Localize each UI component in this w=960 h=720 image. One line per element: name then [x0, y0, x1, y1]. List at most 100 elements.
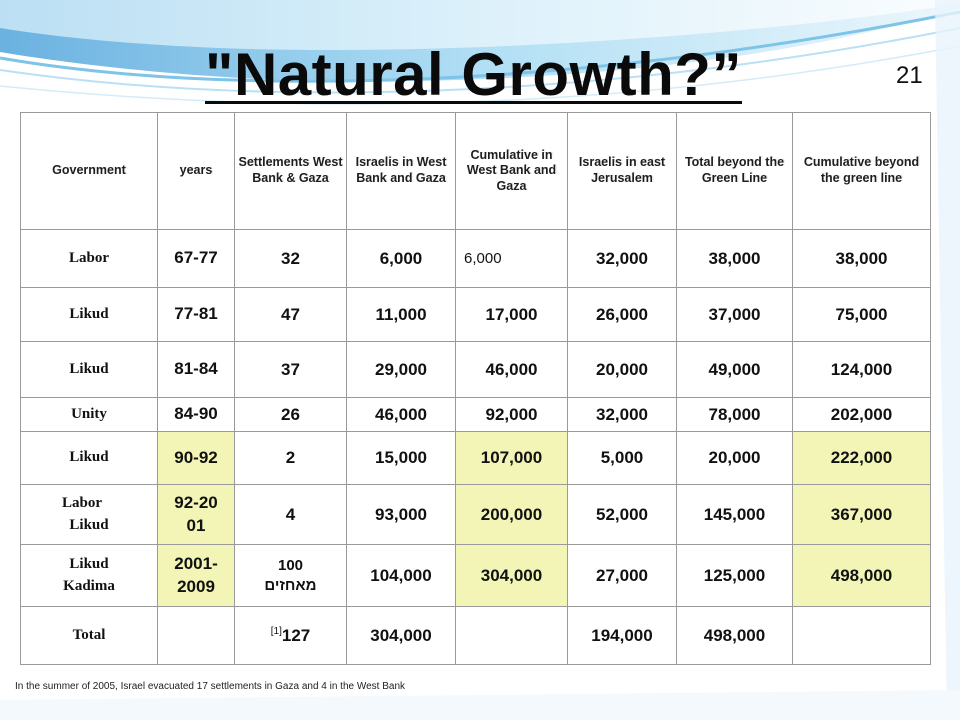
israelis-ej-cell: 27,000	[567, 544, 677, 607]
years-cell: 67-77	[157, 229, 235, 288]
years-cell: 90-92	[157, 431, 235, 485]
table-row: Unity 84-90 26 46,000 92,000 32,000 78,0…	[20, 397, 931, 432]
cumulative-beyond-cell: 124,000	[792, 341, 931, 398]
cumulative-wbg-cell: 107,000	[455, 431, 568, 485]
table-row: Labor 67-77 32 6,000 6,000 32,000 38,000…	[20, 229, 931, 288]
israelis-wbg-cell: 6,000	[346, 229, 456, 288]
israelis-wbg-cell: 15,000	[346, 431, 456, 485]
years-cell: 84-90	[157, 397, 235, 432]
table-row: Likud 81-84 37 29,000 46,000 20,000 49,0…	[20, 341, 931, 398]
table-row: Likud 77-81 47 11,000 17,000 26,000 37,0…	[20, 287, 931, 342]
cumulative-beyond-cell: 38,000	[792, 229, 931, 288]
years-cell: 81-84	[157, 341, 235, 398]
table-row: Likud Kadima 2001-2009 100 מאחזים 104,00…	[20, 544, 931, 607]
settlements-cell: 2	[234, 431, 347, 485]
table-row: Labor Likud 92-2001 4 93,000 200,000 52,…	[20, 484, 931, 545]
israelis-wbg-cell: 46,000	[346, 397, 456, 432]
years-value: 92-2001	[174, 493, 218, 535]
government-name: Likud	[69, 555, 109, 572]
column-header: Cumulative beyond the green line	[792, 112, 931, 230]
cumulative-wbg-cell: 200,000	[455, 484, 568, 545]
government-name: Labor	[61, 494, 102, 511]
years-cell: 77-81	[157, 287, 235, 342]
cumulative-wbg-cell: 46,000	[455, 341, 568, 398]
settlements-cell: 47	[234, 287, 347, 342]
years-cell	[157, 606, 235, 665]
total-beyond-cell: 49,000	[676, 341, 793, 398]
cumulative-wbg-cell: 92,000	[455, 397, 568, 432]
cumulative-beyond-cell: 202,000	[792, 397, 931, 432]
total-beyond-cell: 38,000	[676, 229, 793, 288]
cumulative-wbg-cell: 6,000	[455, 229, 568, 288]
israelis-ej-cell: 5,000	[567, 431, 677, 485]
israelis-wbg-cell: 11,000	[346, 287, 456, 342]
header-row: Government years Settlements West Bank &…	[20, 112, 931, 230]
settlements-cell: 100 מאחזים	[234, 544, 347, 607]
government-cell: Labor Likud	[20, 484, 158, 545]
column-header: Israelis in West Bank and Gaza	[346, 112, 456, 230]
column-header: Cumulative in West Bank and Gaza	[455, 112, 568, 230]
cumulative-beyond-cell: 222,000	[792, 431, 931, 485]
israelis-ej-cell: 32,000	[567, 229, 677, 288]
footnote-ref: [1]	[270, 625, 282, 637]
israelis-ej-cell: 32,000	[567, 397, 677, 432]
government-cell: Likud	[20, 287, 158, 342]
page-number: 21	[896, 62, 923, 89]
government-name: Unity	[71, 405, 107, 422]
cumulative-wbg-cell: 304,000	[455, 544, 568, 607]
settlement-growth-table: Government years Settlements West Bank &…	[20, 112, 931, 665]
settlements-total: 127	[281, 625, 311, 645]
table-row: Likud 90-92 2 15,000 107,000 5,000 20,00…	[20, 431, 931, 485]
column-header: Israelis in east Jerusalem	[567, 112, 677, 230]
settlements-cell: 32	[234, 229, 347, 288]
israelis-ej-cell: 52,000	[567, 484, 677, 545]
total-beyond-cell: 125,000	[676, 544, 793, 607]
israelis-wbg-cell: 29,000	[346, 341, 456, 398]
total-row: Total [1]127 304,000 194,000 498,000	[20, 606, 931, 665]
total-beyond-cell: 20,000	[676, 431, 793, 485]
cumulative-wbg-cell: 17,000	[455, 287, 568, 342]
government-name: Labor	[68, 249, 109, 266]
column-header: Settlements West Bank & Gaza	[234, 112, 347, 230]
slide-title: "Natural Growth?”	[205, 41, 742, 108]
total-beyond-cell: 37,000	[676, 287, 793, 342]
israelis-wbg-cell: 93,000	[346, 484, 456, 545]
government-name: Likud	[69, 305, 109, 322]
government-name: Likud	[69, 360, 109, 377]
total-beyond-cell: 145,000	[676, 484, 793, 545]
settlements-cell: 4	[234, 484, 347, 545]
israelis-wbg-cell: 104,000	[346, 544, 456, 607]
israelis-ej-cell: 26,000	[567, 287, 677, 342]
israelis-ej-cell: 194,000	[567, 606, 677, 665]
government-cell: Likud	[20, 431, 158, 485]
government-cell: Likud	[20, 341, 158, 398]
israelis-ej-cell: 20,000	[567, 341, 677, 398]
cumulative-beyond-cell: 367,000	[792, 484, 931, 545]
government-cell: Labor	[20, 229, 158, 288]
cumulative-beyond-cell	[792, 606, 931, 665]
cumulative-beyond-cell: 75,000	[792, 287, 931, 342]
government-name: Likud	[69, 449, 109, 466]
total-beyond-cell: 78,000	[676, 397, 793, 432]
settlements-cell: [1]127	[234, 606, 347, 665]
cumulative-beyond-cell: 498,000	[792, 544, 931, 607]
years-cell: 92-2001	[157, 484, 235, 545]
years-value: 2001-2009	[174, 554, 218, 596]
years-cell: 2001-2009	[157, 544, 235, 607]
settlements-cell: 37	[234, 341, 347, 398]
government-name: Likud	[69, 516, 109, 533]
footnote-text: In the summer of 2005, Israel evacuated …	[15, 681, 406, 692]
total-beyond-cell: 498,000	[676, 606, 793, 665]
settlements-cell: 26	[234, 397, 347, 432]
government-name: Kadima	[63, 577, 115, 594]
cumulative-wbg-cell	[455, 606, 568, 665]
government-cell: Likud Kadima	[20, 544, 158, 607]
column-header: years	[157, 112, 235, 230]
total-label-cell: Total	[20, 606, 158, 665]
settlements-value: 100 מאחזים	[264, 557, 317, 594]
israelis-wbg-cell: 304,000	[346, 606, 456, 665]
column-header: Total beyond the Green Line	[676, 112, 793, 230]
government-cell: Unity	[20, 397, 158, 432]
column-header: Government	[20, 112, 158, 230]
